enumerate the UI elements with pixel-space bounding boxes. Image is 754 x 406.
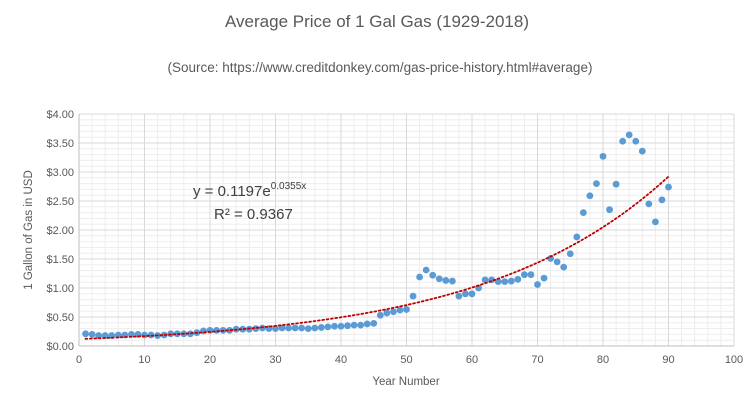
- x-tick-label: 70: [531, 354, 543, 366]
- data-point: [632, 137, 640, 145]
- data-point: [304, 325, 312, 332]
- data-point: [586, 192, 594, 200]
- data-point: [396, 306, 404, 314]
- data-point: [560, 263, 568, 271]
- data-point: [95, 332, 103, 339]
- data-point: [527, 271, 535, 279]
- y-tick-label: $1.50: [46, 254, 74, 266]
- exponential-trendline: [84, 175, 670, 340]
- data-point: [579, 209, 587, 217]
- data-point: [409, 292, 417, 300]
- data-point: [298, 324, 306, 332]
- data-point: [291, 324, 299, 332]
- data-point: [481, 276, 489, 284]
- data-point: [494, 278, 502, 286]
- data-point: [501, 278, 509, 286]
- data-point: [566, 250, 574, 258]
- data-point: [331, 322, 338, 330]
- chart-title: Average Price of 1 Gal Gas (1929-2018): [225, 12, 529, 31]
- data-point: [403, 306, 410, 313]
- x-tick-label: 40: [335, 354, 347, 366]
- data-point: [278, 324, 286, 332]
- y-tick-label: $3.50: [46, 138, 74, 150]
- data-point: [422, 266, 430, 274]
- data-point: [455, 292, 463, 300]
- x-tick-label: 80: [597, 354, 609, 366]
- data-point: [658, 196, 666, 204]
- data-point: [638, 147, 646, 155]
- chart-subtitle: (Source: https://www.creditdonkey.com/ga…: [168, 60, 593, 75]
- y-axis-label: 1 Gallon of Gas in USD: [23, 170, 35, 290]
- data-point: [448, 277, 456, 285]
- y-tick-label: $4.00: [46, 109, 74, 121]
- data-point: [357, 321, 365, 329]
- data-point: [350, 321, 358, 329]
- x-axis-label: Year Number: [372, 376, 440, 388]
- trendline-equation: y = 0.1197e0.0355x: [193, 181, 306, 200]
- data-point: [337, 322, 345, 330]
- data-point: [625, 131, 633, 139]
- data-point: [344, 322, 351, 330]
- trendline-equation-main: y = 0.1197e: [193, 183, 271, 200]
- data-point: [619, 137, 627, 145]
- x-tick-label: 60: [466, 354, 478, 366]
- data-point: [665, 183, 672, 191]
- x-tick-label: 30: [269, 354, 281, 366]
- data-point: [593, 180, 600, 188]
- data-point: [383, 309, 391, 317]
- y-tick-labels: $0.00 $0.50 $1.00 $1.50 $2.00 $2.50 $3.00 $3.50…: [46, 109, 74, 353]
- data-point: [370, 319, 378, 327]
- data-point: [521, 271, 528, 279]
- data-point: [376, 311, 384, 319]
- y-tick-label: $3.00: [46, 167, 74, 179]
- data-point: [573, 233, 581, 241]
- data-point: [363, 320, 371, 328]
- data-point: [435, 275, 443, 283]
- data-point: [645, 200, 653, 208]
- y-tick-label: $2.50: [46, 196, 74, 208]
- y-tick-label: $1.00: [46, 283, 74, 295]
- data-point: [534, 281, 541, 288]
- plot-axes: [78, 114, 734, 347]
- data-point: [599, 152, 607, 160]
- trendline-r-squared: R² = 0.9367: [214, 206, 293, 223]
- x-tick-label: 50: [400, 354, 412, 366]
- data-point: [285, 324, 292, 332]
- data-point: [141, 331, 148, 339]
- y-tick-label: $2.00: [46, 225, 74, 237]
- data-point: [612, 180, 620, 188]
- x-tick-labels: 0 10 20 30 40 50 60 70 80 90 100: [76, 354, 743, 366]
- y-tick-label: $0.50: [46, 312, 74, 324]
- data-point: [88, 331, 96, 338]
- data-point: [317, 324, 325, 331]
- x-tick-label: 100: [725, 354, 743, 366]
- data-point: [324, 323, 332, 331]
- data-point: [468, 290, 476, 298]
- x-tick-label: 0: [76, 354, 82, 366]
- trendline-equation-exponent: 0.0355x: [271, 181, 307, 192]
- y-tick-label: $0.00: [46, 341, 74, 353]
- data-point: [507, 277, 515, 285]
- data-point: [540, 274, 548, 282]
- data-point: [390, 308, 397, 316]
- data-point: [514, 275, 522, 283]
- data-point: [82, 330, 89, 338]
- data-point: [553, 258, 561, 266]
- x-tick-label: 10: [138, 354, 150, 366]
- data-point: [606, 206, 613, 214]
- x-tick-label: 90: [662, 354, 674, 366]
- data-point: [462, 290, 469, 298]
- data-point: [272, 325, 279, 332]
- data-point: [652, 218, 659, 226]
- data-point: [416, 273, 423, 281]
- x-tick-label: 20: [204, 354, 216, 366]
- data-point: [442, 277, 450, 284]
- data-point: [311, 324, 319, 332]
- data-point: [429, 271, 437, 279]
